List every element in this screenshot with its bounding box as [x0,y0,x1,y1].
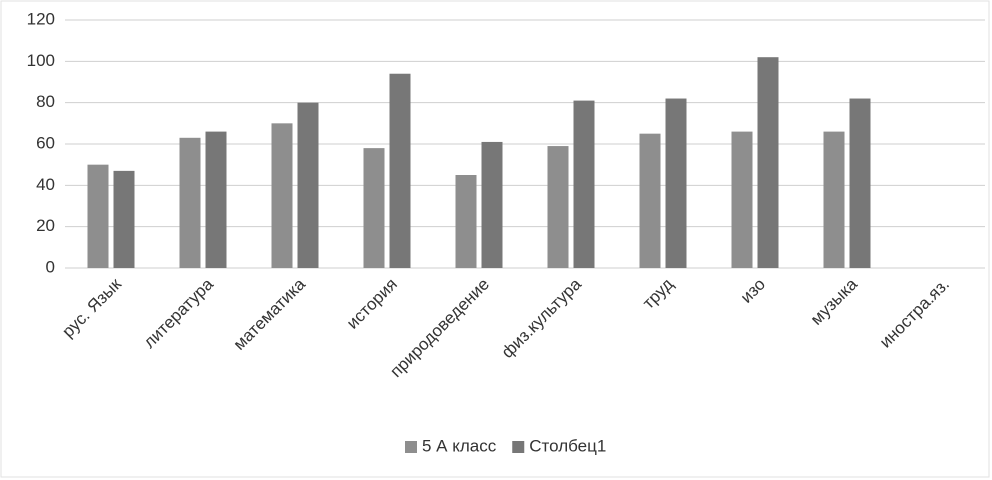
x-tick-label: литература [140,274,218,352]
bar [665,98,687,269]
y-tick-label: 20 [36,216,55,235]
bar [179,137,201,268]
bar [363,148,385,268]
bar [481,141,503,268]
y-tick-label: 120 [27,9,55,28]
bar [205,131,227,268]
y-tick-label: 40 [36,175,55,194]
y-tick-label: 60 [36,133,55,152]
x-tick-label: физ.культура [498,274,586,362]
x-tick-label: музыка [807,274,862,329]
bar [455,175,477,268]
x-tick-label: рус. Язык [58,274,125,341]
bar [389,73,411,268]
legend-swatch [512,441,525,453]
y-tick-label: 80 [36,92,55,111]
x-tick-label: изо [737,275,769,307]
x-tick-label: природоведение [386,275,493,382]
legend-label: 5 А класс [422,436,497,455]
x-tick-label: математика [230,274,310,354]
bar [849,98,871,269]
x-tick-label: труд [639,275,677,313]
bar [113,170,135,268]
y-tick-label: 0 [46,257,55,276]
legend-label: Столбец1 [529,436,606,455]
bar [271,123,293,268]
x-tick-label: история [343,275,401,333]
y-tick-label: 100 [27,51,55,70]
legend-swatch [405,441,417,453]
bar [297,102,319,269]
bar [87,164,109,268]
bar [547,146,569,268]
bar [731,131,753,268]
bar [639,133,661,268]
bar [823,131,845,268]
x-tick-label: иностра.яз. [876,275,953,352]
bar [573,100,595,268]
bar [757,57,779,269]
